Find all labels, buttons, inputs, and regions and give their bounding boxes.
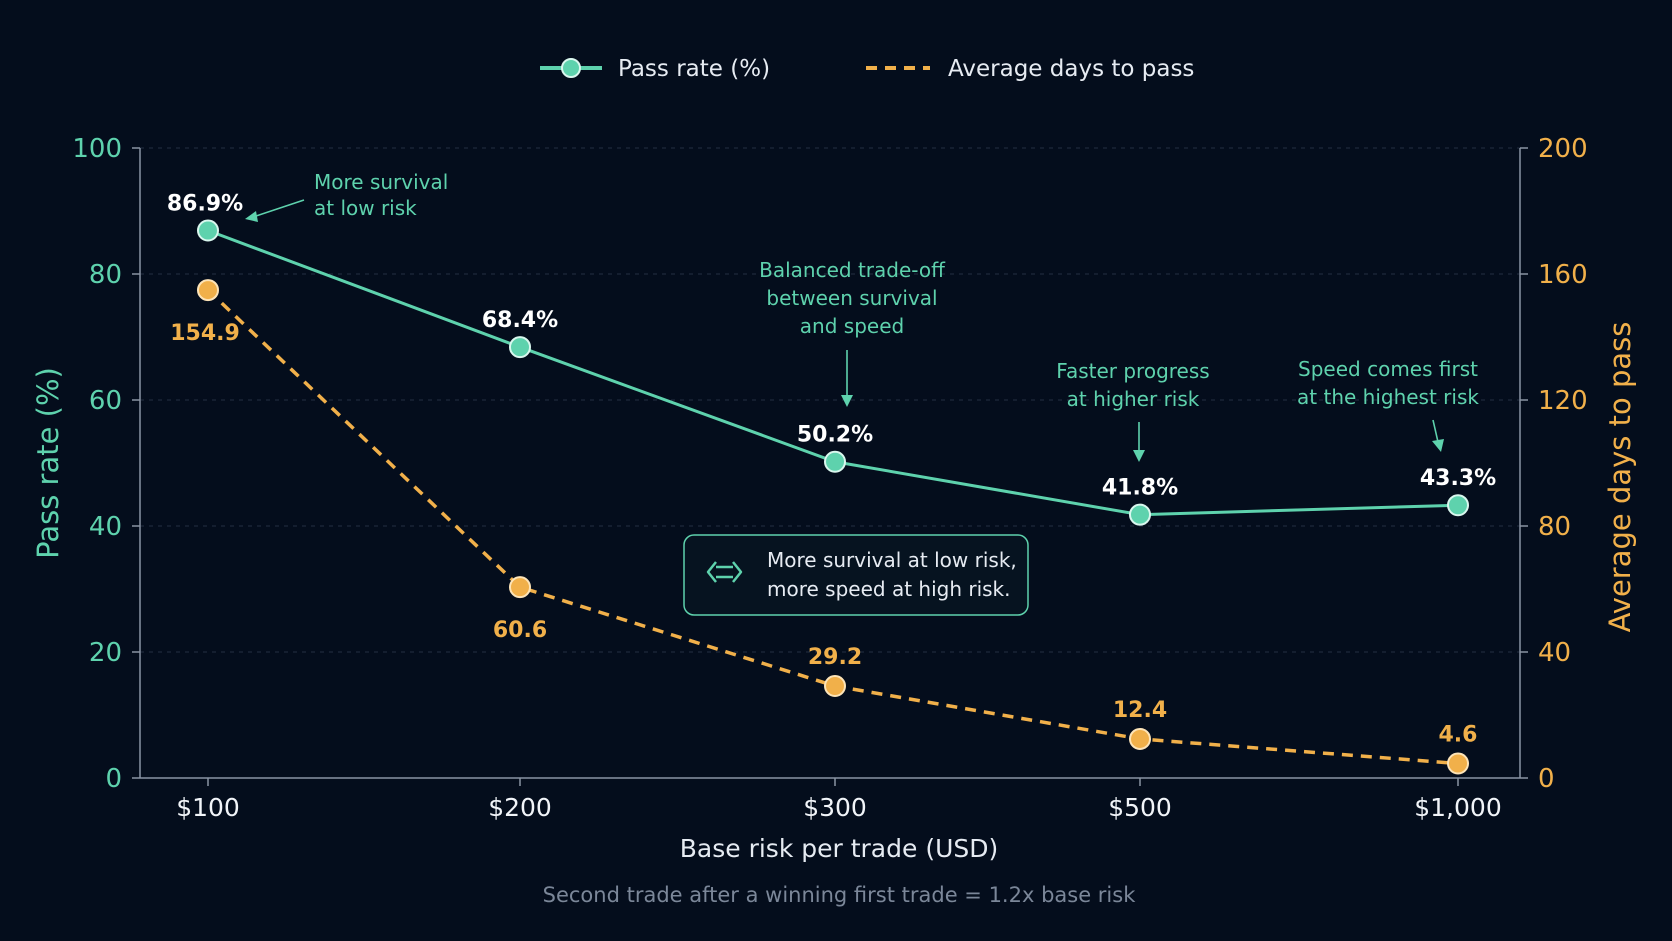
- pass-point: [197, 219, 219, 242]
- pass-point: [509, 336, 531, 359]
- annotation-speed-arrow: [1432, 419, 1439, 443]
- legend-days-label: Average days to pass: [948, 56, 1194, 82]
- annotation-balanced-arrowhead: [841, 395, 853, 407]
- pass-point: [824, 450, 846, 473]
- x-tick-labels: $100 $200 $300 $500 $1,000: [176, 778, 1502, 822]
- x-tick-label: $1,000: [1414, 793, 1501, 822]
- x-tick-label: $500: [1108, 793, 1172, 822]
- legend-pass-marker: [561, 58, 581, 78]
- annotation-speed-arrowhead: [1432, 439, 1444, 452]
- right-tick-label: 200: [1538, 134, 1588, 164]
- annotation-balanced-line-3: and speed: [800, 314, 904, 338]
- left-tick-label: 80: [89, 260, 122, 290]
- annotation-speed-line-1: Speed comes first: [1298, 357, 1478, 381]
- pass-point: [1447, 494, 1469, 517]
- annotation-balanced-line-2: between survival: [766, 286, 937, 310]
- pass-data-labels: 86.9% 68.4% 50.2% 41.8% 43.3%: [167, 192, 1496, 501]
- days-point: [509, 576, 531, 599]
- right-tick-label: 120: [1538, 386, 1588, 416]
- left-tick-label: 100: [72, 134, 122, 164]
- pass-data-label: 43.3%: [1420, 466, 1496, 491]
- annotation-balanced: Balanced trade-off between survival and …: [759, 258, 946, 407]
- left-tick-label: 0: [105, 764, 122, 794]
- right-tick-labels: 0 40 80 120 160 200: [1520, 134, 1588, 794]
- x-tick-label: $300: [803, 793, 867, 822]
- right-tick-label: 80: [1538, 512, 1571, 542]
- annotation-low-risk-arrowhead: [245, 211, 258, 222]
- pass-data-label: 50.2%: [797, 423, 873, 448]
- annotation-low-risk: More survival at low risk: [245, 170, 448, 222]
- days-data-label: 154.9: [170, 321, 240, 346]
- left-tick-label: 40: [89, 512, 122, 542]
- right-tick-label: 40: [1538, 638, 1571, 668]
- days-point: [197, 279, 219, 302]
- annotation-speed-line-2: at the highest risk: [1297, 385, 1479, 409]
- x-tick-label: $100: [176, 793, 240, 822]
- days-points: [197, 279, 1469, 775]
- legend: Pass rate (%) Average days to pass: [540, 56, 1194, 82]
- annotation-faster: Faster progress at higher risk: [1056, 359, 1210, 462]
- annotation-low-risk-line-1: More survival: [314, 170, 448, 194]
- annotation-balanced-line-1: Balanced trade-off: [759, 258, 946, 282]
- callout-line-2: more speed at high risk.: [767, 577, 1011, 601]
- chart-subtitle: Second trade after a winning first trade…: [543, 883, 1137, 907]
- left-tick-label: 20: [89, 638, 122, 668]
- callout-box: More survival at low risk, more speed at…: [683, 534, 1029, 616]
- two-way-arrows-icon: [706, 561, 743, 583]
- days-data-label: 12.4: [1113, 698, 1167, 723]
- days-data-label: 29.2: [808, 645, 862, 670]
- annotation-low-risk-arrow: [249, 199, 305, 219]
- x-axis-title: Base risk per trade (USD): [680, 834, 999, 863]
- right-tick-label: 160: [1538, 260, 1588, 290]
- x-tick-label: $200: [488, 793, 552, 822]
- days-data-label: 60.6: [493, 618, 547, 643]
- callout-border: [683, 534, 1029, 616]
- right-tick-label: 0: [1538, 764, 1555, 794]
- pass-data-label: 41.8%: [1102, 476, 1178, 501]
- annotation-speed: Speed comes first at the highest risk: [1297, 357, 1479, 452]
- y-axis-left-title: Pass rate (%): [31, 367, 65, 559]
- left-tick-labels: 0 20 40 60 80 100: [72, 134, 140, 794]
- pass-data-label: 68.4%: [482, 308, 558, 333]
- pass-data-label: 86.9%: [167, 192, 243, 217]
- callout-line-1: More survival at low risk,: [767, 548, 1017, 572]
- legend-pass-label: Pass rate (%): [618, 56, 770, 82]
- pass-points: [197, 219, 1469, 526]
- pass-point: [1129, 503, 1151, 526]
- days-point: [1447, 752, 1469, 775]
- annotation-low-risk-line-2: at low risk: [314, 196, 417, 220]
- annotation-faster-arrowhead: [1133, 450, 1145, 462]
- annotation-faster-line-1: Faster progress: [1056, 359, 1209, 383]
- days-data-labels: 154.9 60.6 29.2 12.4 4.6: [170, 321, 1477, 747]
- y-axis-right-title: Average days to pass: [1603, 322, 1637, 633]
- annotation-faster-line-2: at higher risk: [1067, 387, 1200, 411]
- days-point: [1129, 727, 1151, 750]
- left-tick-label: 60: [89, 386, 122, 416]
- days-point: [824, 675, 846, 698]
- days-data-label: 4.6: [1439, 723, 1478, 748]
